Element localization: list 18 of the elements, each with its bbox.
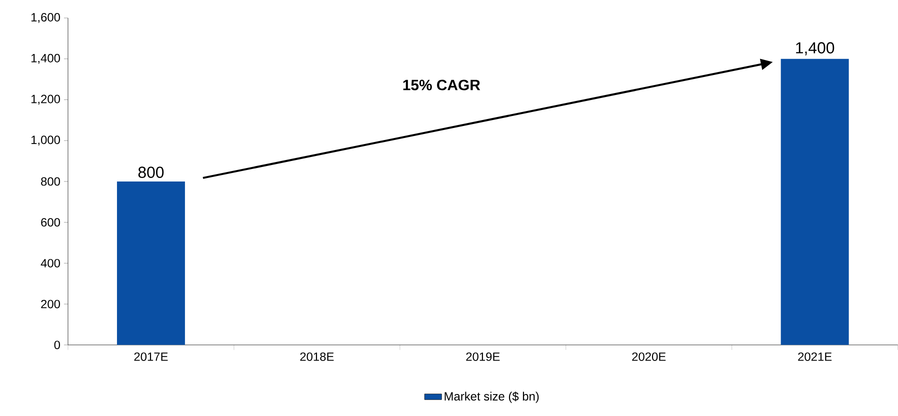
x-tick-label: 2019E	[466, 352, 500, 361]
data-label: 1,400	[796, 42, 834, 56]
data-label: 800	[138, 166, 164, 178]
y-tick-label: 0	[54, 340, 60, 350]
y-tick-label: 1,400	[31, 54, 60, 64]
x-tick-label: 2017E	[134, 352, 168, 361]
y-tick-label: 800	[41, 177, 60, 186]
annotation: 15% CAGR	[403, 80, 480, 90]
x-tick-label: 2021E	[798, 352, 832, 361]
x-tick-label: 2018E	[300, 352, 334, 361]
legend-label: Market size ($ bn)	[444, 392, 539, 403]
y-tick-label: 200	[41, 300, 60, 308]
y-tick-label: 1,600	[31, 13, 60, 23]
y-tick-label: 400	[40, 259, 60, 268]
y-tick-label: 1,200	[31, 94, 60, 105]
x-tick-label: 2020E	[632, 352, 666, 361]
y-tick-label: 1,000	[31, 136, 60, 146]
y-tick-label: 600	[41, 218, 60, 227]
